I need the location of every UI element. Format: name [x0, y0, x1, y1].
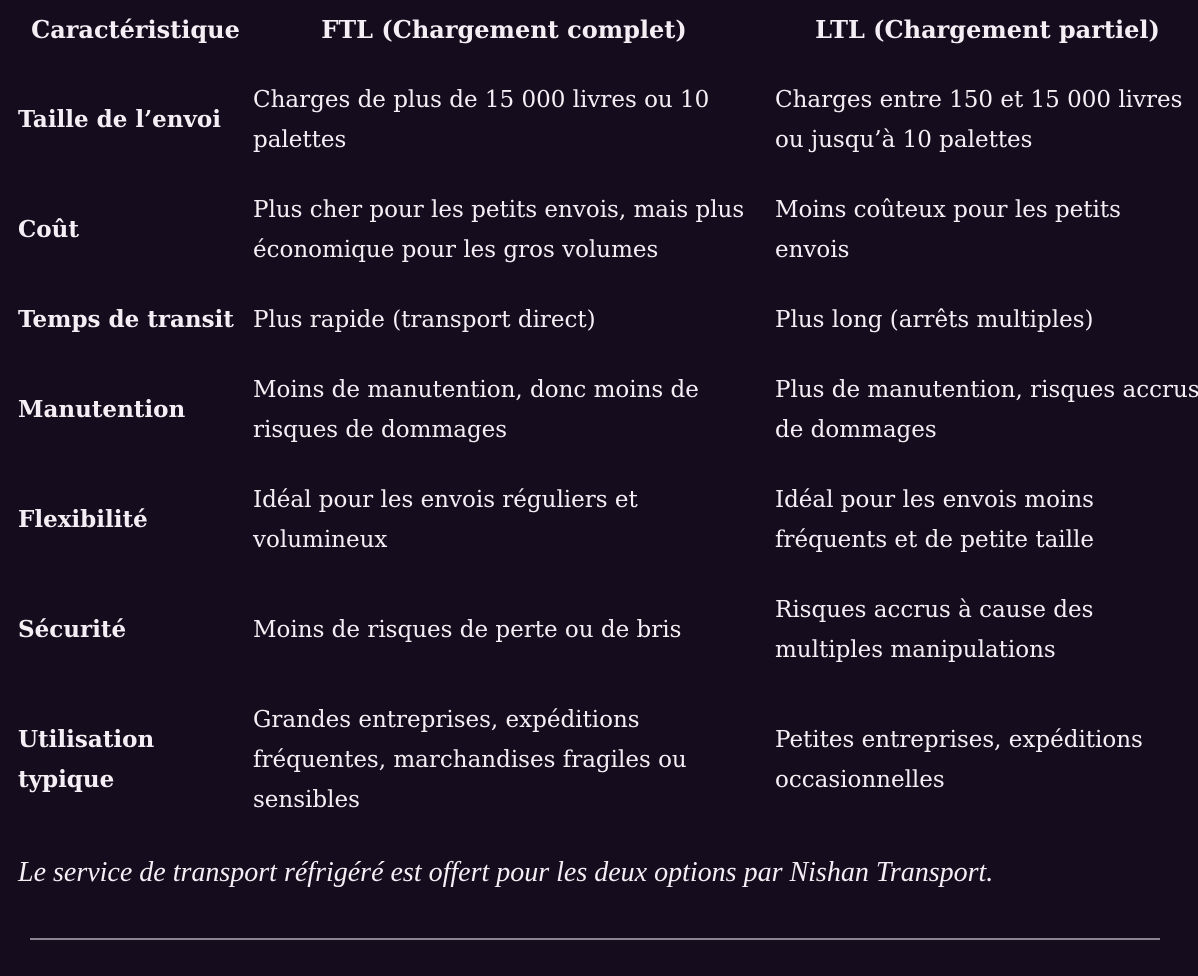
ltl-cell: Plus de manutention, risques accrus de d…: [775, 377, 1198, 443]
header-feature: Caractéristique: [31, 15, 240, 44]
header-ftl: FTL (Chargement complet): [321, 15, 687, 44]
ftl-ltl-comparison-table: Caractéristique FTL (Chargement complet)…: [18, 2, 1198, 835]
row-label: Utilisation typique: [18, 726, 155, 793]
table-row: Utilisation typique Grandes entreprises,…: [18, 685, 1198, 835]
ftl-cell: Plus cher pour les petits envois, mais p…: [253, 197, 745, 263]
table-row: Sécurité Moins de risques de perte ou de…: [18, 575, 1198, 685]
ltl-cell: Plus long (arrêts multiples): [775, 307, 1094, 333]
ftl-cell: Charges de plus de 15 000 livres ou 10 p…: [253, 87, 710, 153]
table-row: Temps de transit Plus rapide (transport …: [18, 285, 1198, 355]
footnote: Le service de transport réfrigéré est of…: [18, 857, 994, 888]
ftl-cell: Moins de risques de perte ou de bris: [253, 617, 682, 643]
ftl-cell: Plus rapide (transport direct): [253, 307, 596, 333]
table-row: Manutention Moins de manutention, donc m…: [18, 355, 1198, 465]
table-row: Flexibilité Idéal pour les envois réguli…: [18, 465, 1198, 575]
divider: [30, 938, 1160, 940]
row-label: Manutention: [18, 396, 186, 423]
ftl-cell: Idéal pour les envois réguliers et volum…: [253, 487, 638, 553]
ftl-cell: Grandes entreprises, expéditions fréquen…: [253, 707, 687, 813]
row-label: Taille de l’envoi: [18, 106, 221, 133]
ltl-cell: Moins coûteux pour les petits envois: [775, 197, 1121, 263]
table-row: Coût Plus cher pour les petits envois, m…: [18, 175, 1198, 285]
row-label: Temps de transit: [18, 306, 234, 333]
table-row: Taille de l’envoi Charges de plus de 15 …: [18, 65, 1198, 175]
row-label: Coût: [18, 216, 79, 243]
row-label: Flexibilité: [18, 506, 148, 533]
ltl-cell: Petites entreprises, expéditions occasio…: [775, 727, 1143, 793]
row-label: Sécurité: [18, 616, 127, 643]
header-row: Caractéristique FTL (Chargement complet)…: [18, 2, 1198, 65]
ltl-cell: Charges entre 150 et 15 000 livres ou ju…: [775, 87, 1183, 153]
ltl-cell: Idéal pour les envois moins fréquents et…: [775, 487, 1094, 553]
ftl-cell: Moins de manutention, donc moins de risq…: [253, 377, 699, 443]
header-ltl: LTL (Chargement partiel): [815, 15, 1160, 44]
ltl-cell: Risques accrus à cause des multiples man…: [775, 597, 1094, 663]
